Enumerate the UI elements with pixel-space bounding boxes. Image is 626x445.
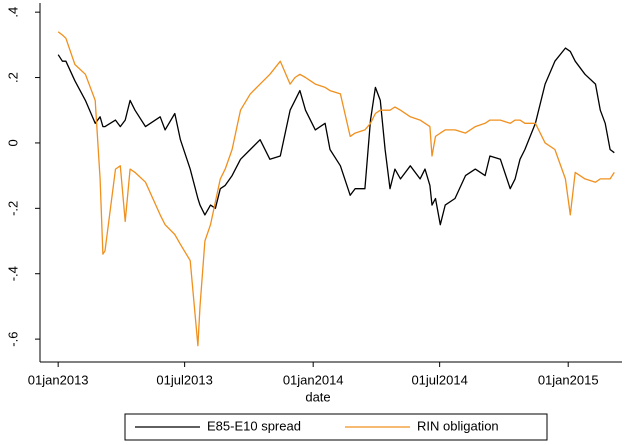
series-line bbox=[57, 47, 615, 226]
y-tick-label: .2 bbox=[5, 72, 20, 83]
y-tick-label: -.6 bbox=[5, 332, 20, 347]
x-tick-label: 01jan2015 bbox=[538, 372, 599, 387]
x-tick-label: 01jul2014 bbox=[411, 372, 467, 387]
x-tick-label: 01jul2013 bbox=[156, 372, 212, 387]
y-tick-label: -.4 bbox=[5, 266, 20, 281]
x-tick-label: 01jan2014 bbox=[283, 372, 344, 387]
legend-label: RIN obligation bbox=[417, 418, 499, 433]
y-tick-label: .4 bbox=[5, 7, 20, 18]
y-tick-label: 0 bbox=[5, 139, 20, 146]
x-axis-label: date bbox=[305, 389, 330, 404]
series-line bbox=[57, 31, 615, 347]
legend-label: E85-E10 spread bbox=[207, 418, 301, 433]
x-tick-label: 01jan2013 bbox=[28, 372, 89, 387]
y-tick-label: -.2 bbox=[5, 201, 20, 216]
